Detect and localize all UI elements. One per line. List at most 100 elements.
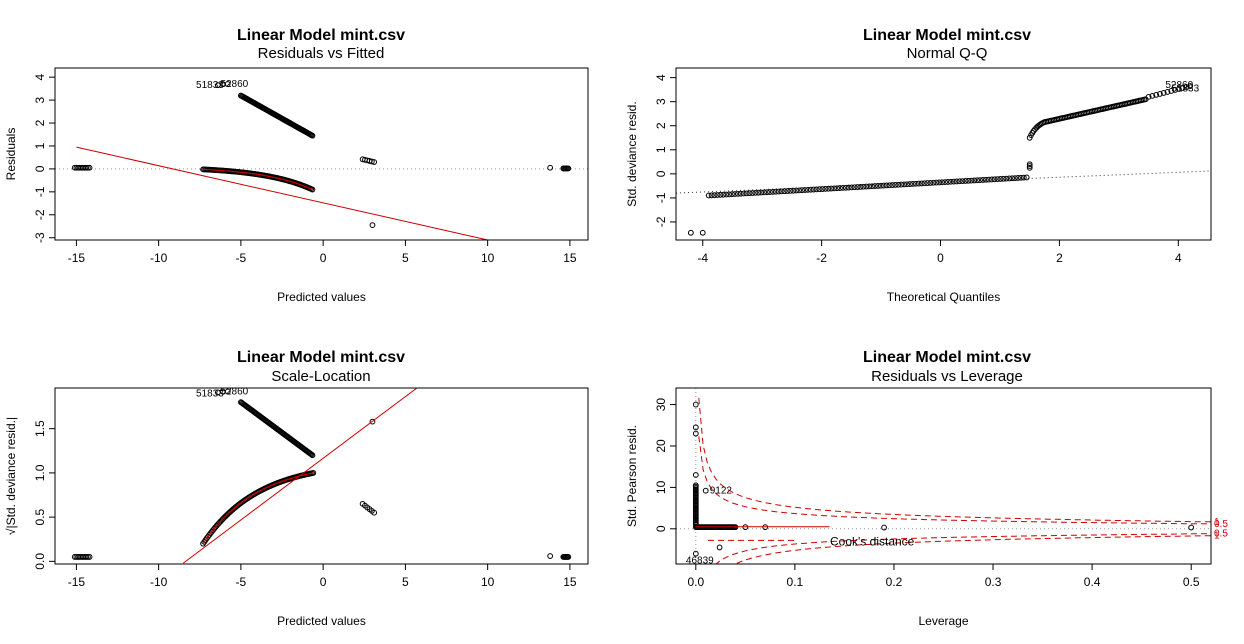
data-point [708,192,715,199]
y-tick-label: -2 [654,216,668,227]
data-point [988,176,995,183]
data-point [371,509,378,516]
data-point [746,190,753,197]
y-tick-label: 1.0 [33,464,47,481]
data-point [1000,175,1007,182]
data-point [309,132,316,139]
data-point [729,191,735,198]
x-tick-label: 0.4 [1084,575,1101,589]
data-point [910,181,916,187]
smooth-line [202,472,314,545]
data-point [309,186,316,193]
data-point [772,188,779,195]
data-point [982,176,989,183]
data-point [930,179,937,186]
data-point [793,187,800,194]
data-point [1157,91,1163,97]
x-tick-label: -5 [236,251,247,265]
data-point [971,177,978,184]
data-point [726,191,733,198]
y-axis-label: Std. Pearson resid. [625,425,639,527]
y-tick-label: 4 [33,74,47,81]
data-point [1175,86,1182,92]
data-point [889,182,896,188]
data-point [842,184,849,191]
data-point [743,190,750,197]
data-point [1009,175,1016,182]
data-point [1149,92,1156,99]
data-point [1020,174,1027,181]
data-point [822,185,829,192]
point-label: 52860 [1165,80,1193,91]
y-tick-label: 2 [654,122,668,129]
point-label: 51833 [196,388,224,399]
x-axis-label: Theoretical Quantiles [887,290,1000,304]
data-point [740,190,747,197]
data-point [991,176,998,183]
y-axis-label: Residuals [4,128,18,181]
x-tick-label: 0.1 [787,575,804,589]
data-point [308,451,315,458]
y-tick-label: 30 [654,398,668,412]
x-tick-label: 0.0 [687,575,704,589]
data-point [85,164,91,171]
data-point [851,184,858,191]
data-point [687,229,694,236]
data-point [924,180,931,186]
data-point [692,424,699,431]
cooks-contour-label: 1 [1214,517,1220,528]
data-point [1172,87,1178,93]
data-point [369,222,376,228]
y-tick-label: 1.5 [33,420,47,437]
chart-subtitle: Normal Q-Q [907,45,988,62]
x-tick-label: 0.3 [985,575,1002,589]
data-point [945,179,951,185]
data-point [711,192,718,199]
point-label: 46839 [686,556,714,567]
x-tick-label: -2 [816,251,827,265]
data-point [692,550,699,557]
data-point [810,186,817,193]
data-point [85,554,91,560]
data-point [86,164,93,171]
point-label: 51833 [1171,83,1199,94]
y-tick-label: 20 [654,439,668,453]
data-point [705,192,712,199]
data-point [749,190,756,196]
x-tick-label: -10 [150,251,168,265]
data-point [547,164,554,171]
data-point [977,177,983,184]
plot-frame [675,387,1212,565]
data-point [880,182,887,189]
chart-subtitle: Residuals vs Leverage [871,368,1023,385]
data-point [813,186,820,193]
data-point [1026,163,1033,169]
x-tick-label: 0 [320,251,327,265]
y-tick-label: 0 [654,525,668,532]
data-point [224,388,231,395]
data-point [732,191,738,197]
x-tick-label: -15 [68,251,86,265]
data-point [860,183,867,190]
data-point [1026,161,1033,168]
data-point [933,179,940,186]
data-point [807,186,814,193]
data-point [369,418,376,425]
data-point [819,186,826,192]
x-axis-label: Predicted values [277,290,366,304]
y-tick-label: 0.5 [33,508,47,525]
data-point [883,182,890,189]
data-point [309,452,316,459]
cooks-distance-contour [698,397,1211,523]
data-point [1187,83,1194,89]
smooth-line [203,168,313,191]
data-point [716,544,723,551]
data-point [1188,524,1195,531]
data-point [918,180,925,187]
data-point [702,487,709,494]
data-point [714,192,721,198]
y-tick-label: -1 [33,186,47,197]
data-point [834,185,840,192]
